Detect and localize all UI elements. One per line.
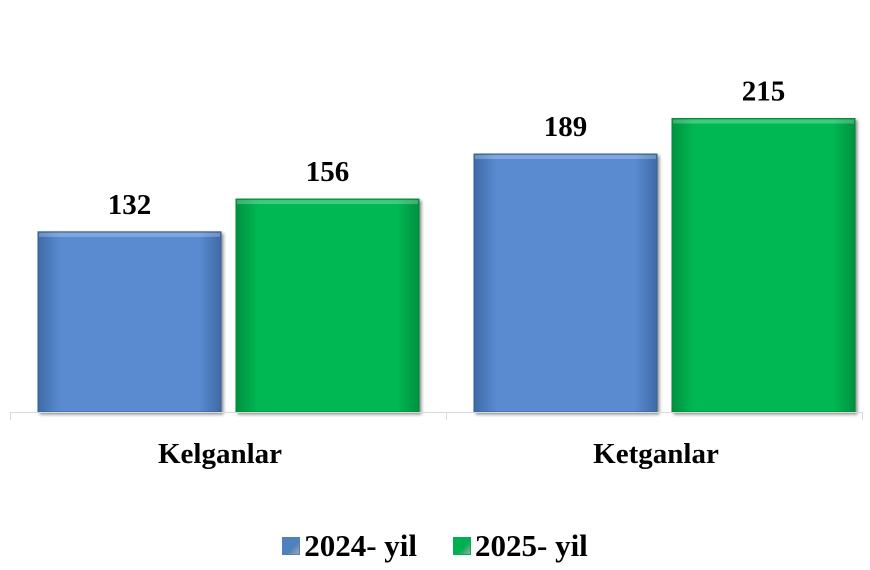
bar-2024yil-ketganlar: [473, 153, 658, 413]
legend-item-2024: 2024- yil: [282, 530, 417, 561]
bar-2024yil-kelganlar: [37, 231, 222, 413]
legend-item-2025: 2025- yil: [453, 530, 588, 561]
legend: 2024- yil 2025- yil: [0, 530, 870, 561]
legend-swatch-2025: [453, 536, 471, 555]
category-label-kelganlar: Kelganlar: [158, 438, 282, 470]
data-label: 156: [306, 156, 350, 188]
bar-bevel: [237, 200, 418, 205]
legend-label-2025: 2025- yil: [475, 528, 588, 563]
data-label: 189: [544, 111, 588, 143]
bar-2025yil-kelganlar: [235, 198, 420, 413]
legend-swatch-2024: [282, 536, 301, 555]
data-label: 215: [742, 76, 786, 108]
bar-bevel: [39, 232, 220, 237]
bar-bevel: [673, 119, 854, 124]
legend-label-2024: 2024- yil: [304, 528, 417, 563]
data-label: 132: [108, 189, 152, 221]
category-label-ketganlar: Ketganlar: [593, 438, 719, 470]
bar-2025yil-ketganlar: [671, 118, 856, 413]
bar-bevel: [475, 155, 656, 160]
